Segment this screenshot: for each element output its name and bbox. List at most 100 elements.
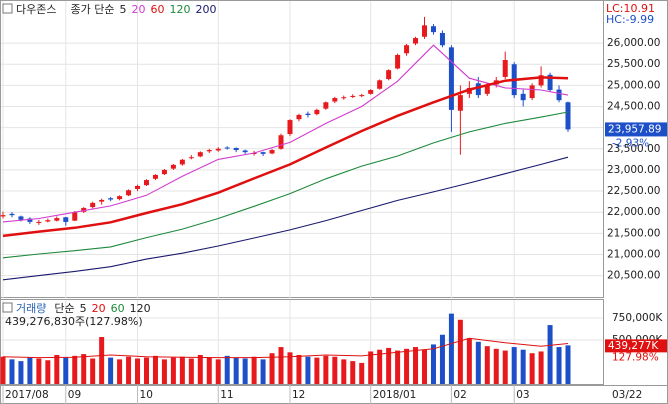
volume-bar (206, 357, 212, 384)
x-tick-label: 02 (453, 389, 466, 401)
candle-body (422, 25, 428, 37)
candle-body (27, 218, 33, 222)
volume-bar (170, 357, 176, 384)
volume-bar (108, 357, 114, 384)
volume-bar (314, 357, 320, 384)
volume-bar (556, 347, 562, 384)
candle-body (269, 150, 275, 154)
candle-body (359, 95, 365, 97)
volume-bar (45, 360, 51, 384)
volume-label: 439,277K (608, 340, 659, 352)
candle-body (287, 120, 293, 134)
volume-box (605, 339, 667, 353)
ma-line (2, 156, 569, 281)
volume-bar (126, 356, 132, 384)
x-tick-label: 2017/08 (5, 389, 49, 401)
volume-bar (224, 355, 230, 384)
volume-bar (287, 352, 293, 384)
ma-label: 종가 단순 (70, 3, 114, 16)
candle-body (72, 212, 78, 221)
volume-bar (161, 359, 167, 384)
legend-item: 20 (92, 302, 106, 315)
legend-item: 120 (169, 3, 190, 16)
volume-bar (27, 357, 33, 384)
marks (0, 16, 571, 384)
volume-bar (448, 313, 454, 384)
candle-body (126, 190, 132, 196)
candle-body (90, 202, 96, 208)
legend-item: 120 (130, 302, 151, 315)
volume-bar (323, 355, 329, 384)
volume-bar (233, 357, 239, 384)
y-tick-label: 23,500.00 (607, 143, 660, 155)
price-box (605, 122, 667, 137)
candle-body (404, 45, 410, 54)
volume-bar (484, 346, 490, 384)
candle-body (63, 217, 69, 222)
volume-bar (502, 350, 508, 384)
volume-bar (332, 356, 338, 384)
candle-body (143, 180, 149, 186)
legend-item: 60 (150, 3, 164, 16)
volume-bar (54, 354, 60, 384)
volume-bar (565, 345, 571, 384)
volume-bar (547, 325, 553, 384)
volume-bar (242, 358, 248, 384)
volume-bar (72, 355, 78, 384)
volume-bar (188, 358, 194, 384)
candle-body (475, 83, 481, 96)
volume-bar (520, 349, 526, 384)
candle-body (215, 148, 221, 151)
ma-line (2, 44, 569, 223)
x-tick-label: 12 (292, 389, 305, 401)
volume-bar (9, 359, 15, 384)
volume-bar (269, 353, 275, 384)
volume-bar (457, 319, 463, 384)
volume-bar (413, 347, 419, 384)
volume-bar (511, 347, 517, 384)
candle-body (502, 60, 508, 77)
candle-body (305, 113, 311, 115)
candle-body (206, 150, 212, 152)
candle-body (188, 157, 194, 159)
volume-bar (359, 362, 365, 384)
ma-label: 단순 (54, 302, 74, 315)
candle-body (152, 174, 158, 179)
volume-bar (99, 337, 105, 384)
candle-body (117, 196, 123, 200)
candle-body (242, 150, 248, 153)
candle-body (0, 215, 6, 217)
candle-body (332, 98, 338, 102)
volume-bar (81, 354, 87, 384)
candle-body (197, 152, 203, 157)
x-tick-label: 03 (516, 389, 529, 401)
volume-bar (260, 359, 266, 384)
candle-body (538, 75, 544, 86)
volume-bar (143, 357, 149, 384)
y-tick-label: 25,000.00 (607, 79, 660, 91)
candle-body (413, 38, 419, 44)
candle-body (45, 220, 51, 222)
volume-bar (350, 361, 356, 384)
candle-body (278, 135, 284, 149)
lc: LC:10.91 (606, 2, 655, 15)
x-tick-label: 2018/01 (373, 389, 417, 401)
candle-body (108, 198, 114, 200)
volume-bar (117, 359, 123, 384)
volume-panel (0, 299, 604, 385)
x-tick-label: 09 (68, 389, 81, 401)
candle-body (179, 159, 185, 165)
volume-info: 439,276,830주(127.98%) (5, 315, 143, 328)
volume-bar (0, 356, 6, 384)
volume-bar (395, 350, 401, 384)
volume-bar (430, 344, 436, 384)
y-tick-label: 22,000.00 (607, 206, 660, 218)
volume-bar (475, 341, 481, 384)
y-tick-label: 23,000.00 (607, 164, 660, 176)
legend: 거래량 단순 5 20 60 120 (16, 302, 151, 315)
volume-ratio: 127.98% (612, 351, 659, 363)
candle-body (99, 199, 105, 202)
volume-bar (466, 338, 472, 384)
y-tick-label: 24,500.00 (607, 101, 660, 113)
